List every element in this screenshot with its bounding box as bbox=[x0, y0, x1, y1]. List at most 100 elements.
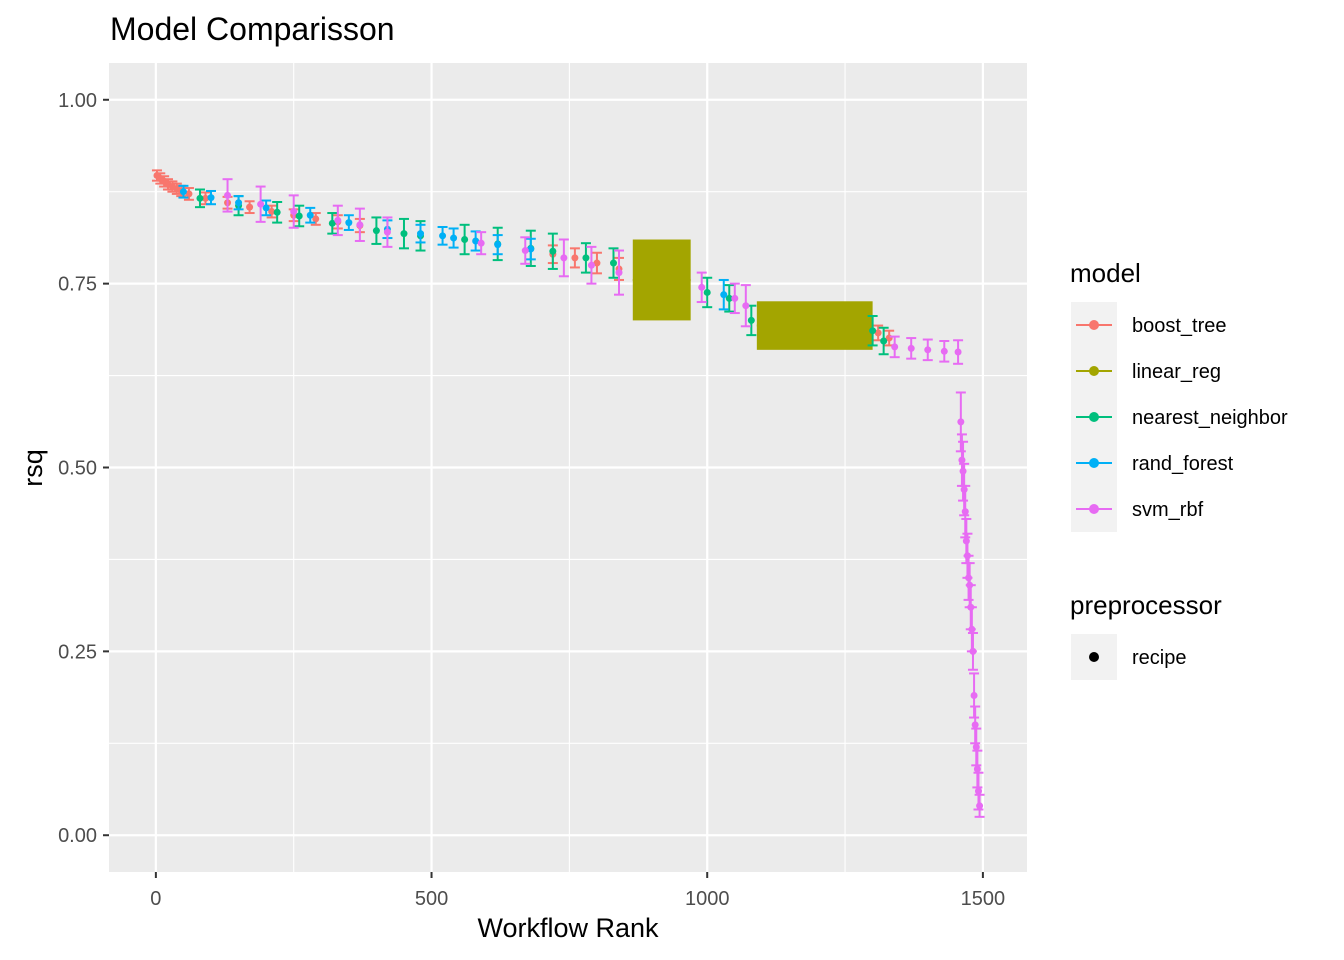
point-rand_forest bbox=[235, 199, 243, 207]
point-svm_rbf bbox=[960, 486, 968, 494]
grid-major bbox=[109, 63, 1027, 872]
point-nearest_neighbor bbox=[295, 212, 303, 220]
legend-item-boost_tree: boost_tree bbox=[1071, 302, 1227, 348]
point-svm_rbf bbox=[958, 456, 966, 464]
legend-key-point bbox=[1089, 320, 1099, 330]
legend-label: linear_reg bbox=[1132, 361, 1221, 383]
point-boost_tree bbox=[268, 208, 276, 216]
point-svm_rbf bbox=[971, 721, 979, 729]
legend-label: boost_tree bbox=[1132, 315, 1227, 337]
legend-model: boost_tree linear_reg nearest_neighborrand… bbox=[1071, 302, 1288, 532]
point-svm_rbf bbox=[969, 647, 977, 655]
point-nearest_neighbor bbox=[582, 254, 590, 262]
point-svm_rbf bbox=[731, 294, 739, 302]
point-boost_tree bbox=[593, 259, 601, 267]
point-svm_rbf bbox=[957, 418, 965, 426]
y-tick-label: 0.00 bbox=[58, 825, 97, 847]
y-tick-label: 0.75 bbox=[58, 274, 97, 296]
y-tick-label: 0.50 bbox=[58, 458, 97, 480]
point-svm_rbf bbox=[587, 261, 595, 269]
point-boost_tree bbox=[185, 190, 193, 198]
legend-label: svm_rbf bbox=[1132, 499, 1204, 521]
point-boost_tree bbox=[312, 215, 320, 223]
legend-key-point bbox=[1089, 652, 1099, 662]
point-svm_rbf bbox=[907, 344, 915, 352]
point-nearest_neighbor bbox=[328, 219, 336, 227]
point-svm_rbf bbox=[560, 254, 568, 262]
point-svm_rbf bbox=[976, 802, 984, 810]
point-rand_forest bbox=[179, 188, 187, 196]
x-tick-label: 1500 bbox=[961, 888, 1006, 910]
x-axis: 0 500 1000 1500 bbox=[150, 872, 1005, 910]
point-rand_forest bbox=[450, 234, 458, 242]
point-nearest_neighbor bbox=[196, 194, 204, 202]
legend-key-point bbox=[1089, 504, 1099, 514]
point-rand_forest bbox=[417, 230, 425, 238]
point-svm_rbf bbox=[615, 269, 623, 277]
x-tick-label: 1000 bbox=[685, 888, 730, 910]
point-svm_rbf bbox=[742, 302, 750, 310]
point-svm_rbf bbox=[891, 343, 899, 351]
y-tick-label: 0.25 bbox=[58, 641, 97, 663]
point-svm_rbf bbox=[965, 574, 973, 582]
legend-key-point bbox=[1089, 458, 1099, 468]
legend-item-nearest_neighbor: nearest_neighbor bbox=[1071, 394, 1288, 440]
plot-marks bbox=[151, 169, 985, 818]
point-boost_tree bbox=[571, 254, 579, 262]
legend-item-linear_reg: linear_reg bbox=[1071, 348, 1221, 394]
point-nearest_neighbor bbox=[880, 337, 888, 345]
point-svm_rbf bbox=[970, 691, 978, 699]
point-svm_rbf bbox=[224, 191, 232, 199]
point-rand_forest bbox=[345, 219, 353, 227]
point-svm_rbf bbox=[521, 247, 529, 255]
legend: model boost_tree linear_reg nearest_neighb… bbox=[1070, 258, 1288, 680]
point-svm_rbf bbox=[383, 228, 391, 236]
point-rand_forest bbox=[494, 241, 502, 249]
point-nearest_neighbor bbox=[372, 227, 380, 235]
point-svm_rbf bbox=[962, 537, 970, 545]
legend-key-point bbox=[1089, 366, 1099, 376]
legend-preprocessor: recipe bbox=[1071, 634, 1186, 680]
point-nearest_neighbor bbox=[725, 294, 733, 302]
y-axis: 0.00 0.25 0.50 0.75 1.00 bbox=[58, 90, 109, 847]
point-svm_rbf bbox=[477, 239, 485, 247]
x-tick-label: 500 bbox=[415, 888, 448, 910]
point-rand_forest bbox=[720, 291, 728, 299]
point-nearest_neighbor bbox=[703, 288, 711, 296]
legend-label: nearest_neighbor bbox=[1132, 407, 1288, 429]
point-svm_rbf bbox=[334, 216, 342, 224]
point-rand_forest bbox=[439, 232, 447, 240]
point-rand_forest bbox=[527, 245, 535, 253]
legend-item-svm_rbf: svm_rbf bbox=[1071, 486, 1204, 532]
x-tick-label: 0 bbox=[150, 888, 161, 910]
point-svm_rbf bbox=[924, 346, 932, 354]
legend-model-title: model bbox=[1070, 258, 1141, 288]
legend-label: recipe bbox=[1132, 647, 1186, 669]
point-rand_forest bbox=[262, 204, 270, 212]
point-svm_rbf bbox=[290, 208, 298, 216]
legend-preprocessor-title: preprocessor bbox=[1070, 590, 1222, 620]
point-boost_tree bbox=[201, 194, 209, 202]
point-nearest_neighbor bbox=[273, 208, 281, 216]
legend-key-point bbox=[1089, 412, 1099, 422]
point-rand_forest bbox=[207, 194, 215, 202]
point-svm_rbf bbox=[973, 765, 981, 773]
chart-title: Model Comparisson bbox=[110, 11, 395, 47]
point-nearest_neighbor bbox=[609, 259, 617, 267]
point-rand_forest bbox=[472, 237, 480, 245]
legend-item-recipe: recipe bbox=[1071, 634, 1186, 680]
point-svm_rbf bbox=[959, 467, 967, 475]
point-svm_rbf bbox=[972, 743, 980, 751]
point-nearest_neighbor bbox=[461, 236, 469, 244]
point-boost_tree bbox=[874, 329, 882, 337]
point-nearest_neighbor bbox=[400, 230, 408, 238]
y-axis-title: rsq bbox=[18, 449, 48, 487]
point-svm_rbf bbox=[698, 283, 706, 291]
point-nearest_neighbor bbox=[549, 247, 557, 255]
point-svm_rbf bbox=[961, 508, 969, 516]
legend-item-rand_forest: rand_forest bbox=[1071, 440, 1234, 486]
point-svm_rbf bbox=[940, 347, 948, 355]
point-nearest_neighbor bbox=[869, 327, 877, 335]
point-svm_rbf bbox=[356, 221, 364, 229]
